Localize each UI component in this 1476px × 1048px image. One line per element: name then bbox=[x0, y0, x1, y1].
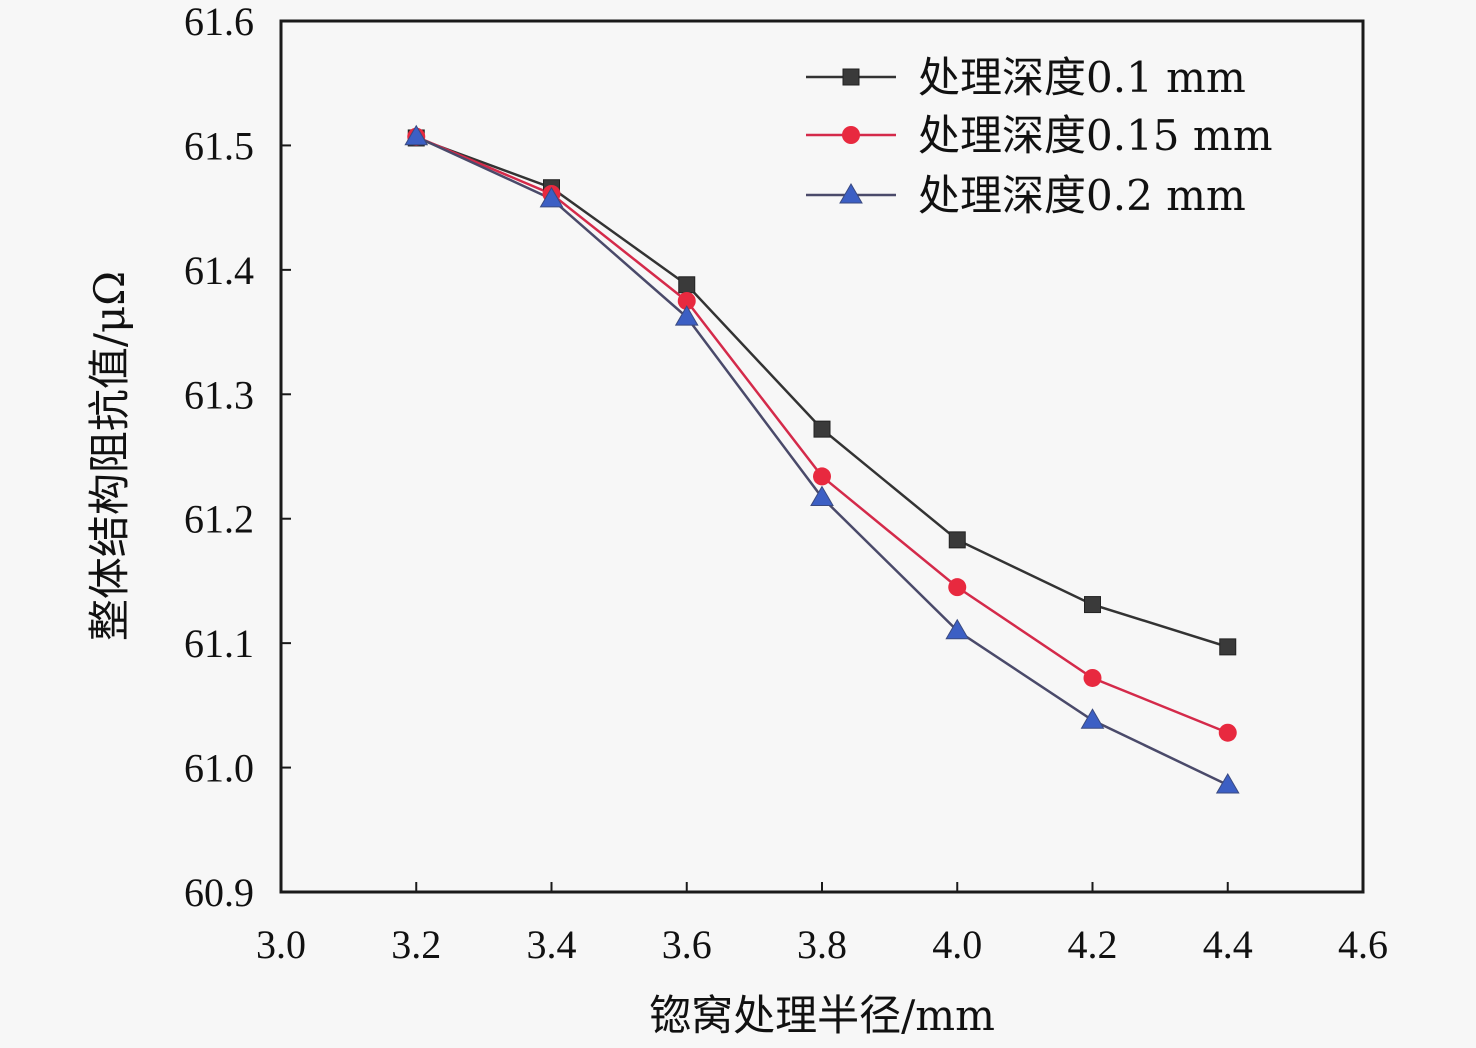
data-point-square bbox=[678, 276, 696, 294]
ticks-layer: 3.0 3.2 3.4 3.6 3.8 4.0 4.2 4.4 4.6 60.9 61.0 61.1 6… bbox=[184, 0, 1388, 967]
data-point-circle bbox=[1218, 723, 1237, 742]
x-tick-label: 4.4 bbox=[1203, 922, 1253, 967]
y-tick-label: 61.1 bbox=[184, 621, 254, 666]
y-tick-label: 61.0 bbox=[184, 746, 254, 791]
data-point-triangle bbox=[539, 186, 564, 208]
legend-marker-circle bbox=[842, 126, 860, 144]
data-point-circle bbox=[948, 578, 967, 597]
x-tick-label: 3.6 bbox=[662, 922, 712, 967]
series-3-markers bbox=[404, 124, 1240, 794]
data-point-triangle bbox=[1215, 772, 1240, 794]
data-point-square bbox=[948, 531, 966, 549]
legend-marker-square bbox=[842, 68, 860, 86]
data-point-triangle bbox=[674, 305, 699, 326]
legend-item: 处理深度0.15 mm bbox=[806, 111, 1273, 160]
y-tick-label: 61.3 bbox=[184, 372, 254, 417]
x-tick-label: 3.8 bbox=[797, 922, 847, 967]
x-axis-title: 锪窝处理半径/mm bbox=[649, 991, 995, 1040]
x-tick-label: 3.4 bbox=[527, 922, 577, 967]
data-point-triangle bbox=[810, 485, 834, 507]
y-tick-label: 61.4 bbox=[184, 248, 254, 293]
data-point-triangle bbox=[945, 618, 970, 640]
data-point-triangle bbox=[1080, 708, 1105, 729]
data-point-triangle bbox=[404, 124, 429, 146]
legend: 处理深度0.1 mm 处理深度0.15 mm 处理深度0.2 mm bbox=[806, 53, 1273, 220]
legend-label: 处理深度0.15 mm bbox=[918, 111, 1273, 160]
x-tick-label: 3.0 bbox=[256, 922, 306, 967]
data-point-circle bbox=[1083, 668, 1102, 687]
x-tick-label: 4.2 bbox=[1068, 922, 1118, 967]
legend-item: 处理深度0.1 mm bbox=[806, 53, 1246, 102]
data-point-square bbox=[813, 420, 831, 438]
series-line bbox=[415, 135, 1229, 787]
y-axis-title: 整体结构阻抗值/μΩ bbox=[85, 271, 134, 641]
data-point-circle bbox=[677, 291, 696, 310]
y-tick-label: 61.2 bbox=[184, 497, 254, 542]
legend-label: 处理深度0.2 mm bbox=[918, 171, 1246, 220]
legend-item: 处理深度0.2 mm bbox=[806, 171, 1246, 220]
data-point-circle bbox=[813, 467, 831, 486]
y-tick-label: 60.9 bbox=[184, 870, 254, 915]
data-point-square bbox=[1084, 596, 1101, 614]
data-point-square bbox=[1219, 638, 1237, 656]
legend-marker-triangle bbox=[839, 183, 863, 204]
y-tick-label: 61.6 bbox=[184, 0, 254, 44]
y-tick-label: 61.5 bbox=[184, 123, 254, 168]
x-tick-label: 3.2 bbox=[391, 922, 441, 967]
series-3 bbox=[415, 135, 1229, 787]
x-tick-label: 4.6 bbox=[1338, 922, 1388, 967]
legend-label: 处理深度0.1 mm bbox=[918, 53, 1246, 102]
x-tick-label: 4.0 bbox=[932, 922, 982, 967]
series-layer bbox=[404, 124, 1240, 794]
